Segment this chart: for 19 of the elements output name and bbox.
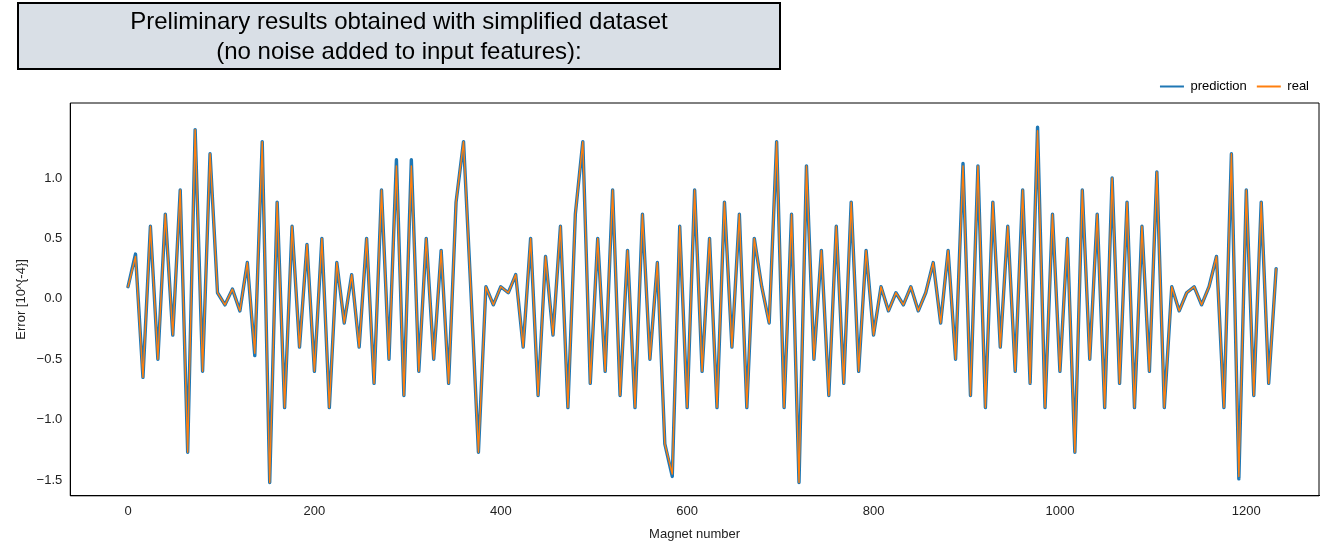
legend-label: real — [1287, 78, 1310, 94]
x-tick-label: 1200 — [1231, 503, 1261, 519]
y-tick-label: 1.0 — [44, 169, 63, 185]
x-tick-label: 600 — [676, 503, 699, 519]
y-tick-label: −0.5 — [36, 350, 63, 366]
chart-title: Preliminary results obtained with simplified dataset — [129, 6, 669, 36]
x-tick-label: 400 — [489, 503, 512, 519]
legend-label: prediction — [1190, 78, 1247, 94]
y-tick-label: −1.0 — [36, 411, 63, 427]
x-tick-label: 200 — [303, 503, 326, 519]
y-tick-label: −1.5 — [36, 471, 63, 487]
x-axis-title: Magnet number — [649, 525, 741, 541]
chart-subtitle: (no noise added to input features): — [215, 36, 583, 66]
y-tick-label: 0.5 — [44, 229, 63, 245]
x-tick-label: 0 — [124, 503, 132, 519]
x-tick-label: 1000 — [1045, 503, 1075, 519]
y-axis-title: Error [10^{-4}] — [13, 259, 29, 340]
y-tick-label: 0.0 — [44, 290, 63, 306]
x-tick-label: 800 — [862, 503, 885, 519]
